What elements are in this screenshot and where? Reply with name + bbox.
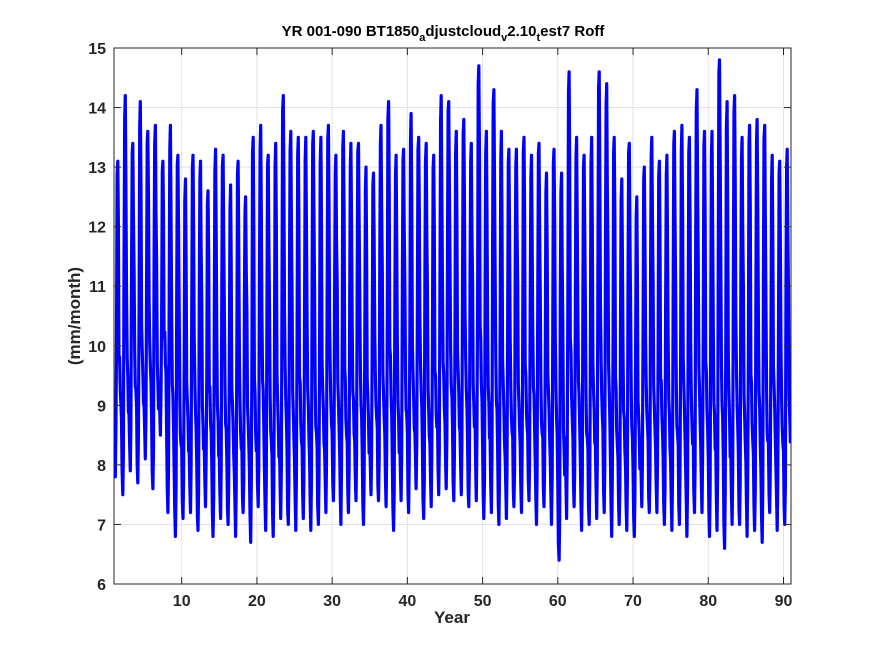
x-tick-label: 10 [173,593,191,610]
x-tick-label: 80 [699,593,717,610]
runoff-series-line [114,58,791,562]
y-tick-label: 8 [97,458,106,475]
title-part-4: 2.10 [507,23,536,40]
x-tick-label: 70 [624,593,642,610]
x-tick-label: 40 [398,593,416,610]
title-part-0: YR 001-090 BT1850 [282,23,420,40]
title-part-5: t [537,32,541,44]
y-tick-label: 12 [88,220,106,237]
axis-ticks [114,47,791,585]
x-tick-label: 20 [248,593,266,610]
x-tick-label: 90 [775,593,793,610]
title-part-6: est7 Roff [540,23,605,40]
y-tick-label: 15 [88,41,106,58]
y-tick-label: 13 [88,160,106,177]
x-tick-label: 50 [474,593,492,610]
y-tick-label: 11 [89,279,106,296]
x-tick-label: 60 [549,593,567,610]
title-part-1: a [419,32,426,44]
chart-title: YR 001-090 BT1850adjustcloudv2.10test7 R… [282,23,606,44]
y-tick-label: 14 [88,101,106,118]
plot-frame [113,47,792,585]
y-tick-label: 10 [88,339,106,356]
y-tick-label: 7 [97,517,106,534]
x-axis-label: Year [434,608,470,627]
y-axis-label: (mm/month) [65,267,84,365]
y-tick-label: 6 [97,577,106,594]
x-tick-label: 30 [323,593,341,610]
y-tick-labels: 6 7 8 9 10 11 12 13 14 15 [88,41,106,594]
title-part-3: v [501,32,508,44]
y-tick-label: 9 [97,398,106,415]
x-tick-labels: 10 20 30 40 50 60 70 80 90 [173,593,793,610]
title-part-2: djustcloud [425,23,501,40]
